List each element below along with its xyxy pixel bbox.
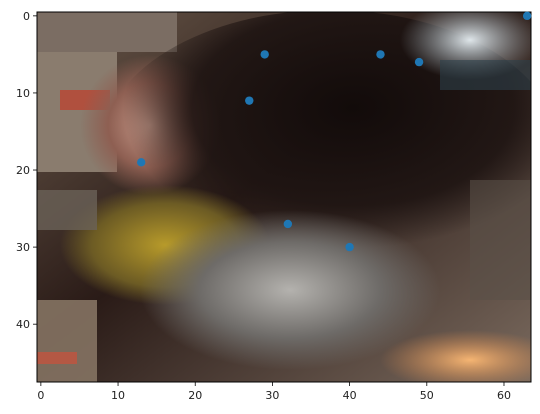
y-tick-label: 0 <box>23 10 30 23</box>
y-tick-label: 20 <box>16 164 30 177</box>
axis-ticks: 0 10 20 30 40 50 60 0 10 20 30 40 <box>16 10 511 402</box>
y-tick-label: 10 <box>16 87 30 100</box>
x-tick-label: 0 <box>37 389 44 402</box>
plot-frame <box>36 11 532 383</box>
y-tick-label: 30 <box>16 241 30 254</box>
scatter-point <box>283 219 293 229</box>
scatter-point <box>376 50 385 59</box>
scatter-series <box>137 11 532 252</box>
scatter-point <box>345 242 354 252</box>
x-tick-label: 50 <box>420 389 434 402</box>
scatter-point <box>137 158 146 167</box>
scatter-point <box>245 96 254 105</box>
y-tick-label: 40 <box>16 318 30 331</box>
x-tick-label: 40 <box>343 389 357 402</box>
scatter-point <box>522 11 532 21</box>
x-tick-label: 30 <box>265 389 279 402</box>
x-tick-label: 60 <box>497 389 511 402</box>
scatter-point <box>260 50 269 59</box>
scatter-point <box>414 57 424 67</box>
x-tick-label: 10 <box>111 389 125 402</box>
x-tick-label: 20 <box>188 389 202 402</box>
background-image <box>37 12 531 382</box>
